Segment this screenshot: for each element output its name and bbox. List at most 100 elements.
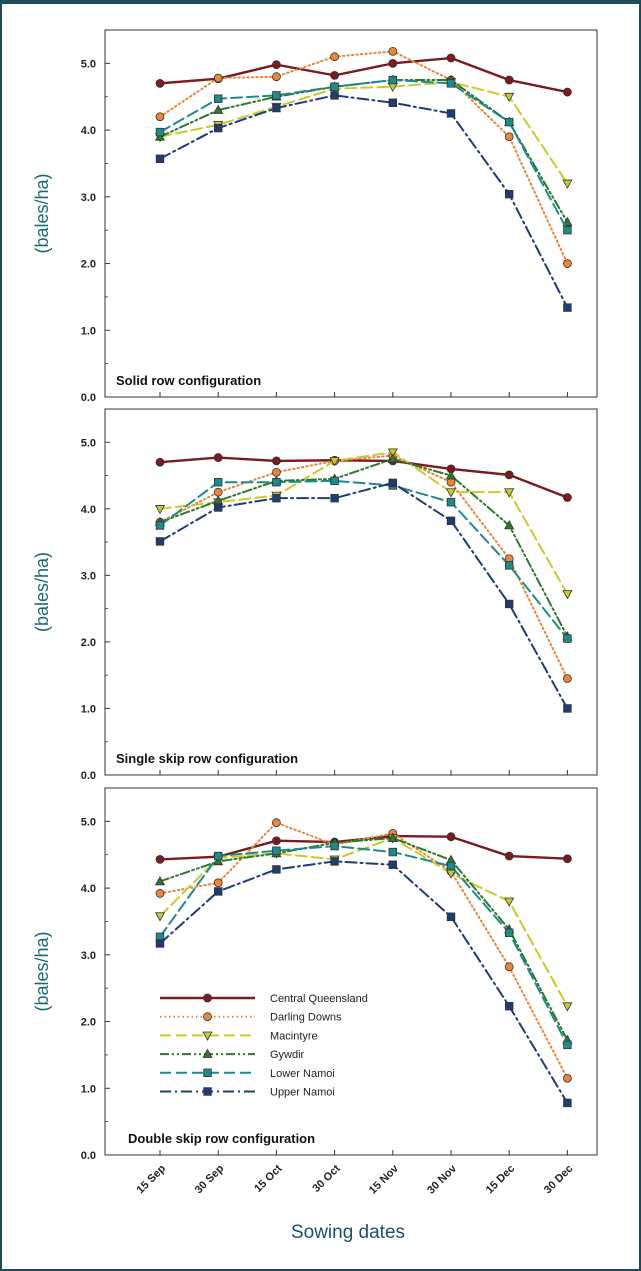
data-point [504, 92, 515, 103]
y-tick-label: 3.0 [81, 570, 96, 582]
data-point [213, 487, 223, 497]
data-point [446, 516, 456, 525]
series-line [159, 821, 569, 1080]
series-upper-namoi [155, 857, 572, 1108]
data-point [562, 179, 573, 189]
data-point [272, 91, 281, 100]
data-point [155, 889, 165, 898]
data-point [155, 521, 165, 530]
series-line [159, 837, 569, 1042]
data-point [504, 962, 514, 972]
y-tick-label: 5.0 [81, 58, 96, 70]
data-point [387, 453, 398, 463]
y-tick-label: 3.0 [81, 950, 96, 962]
data-point [562, 1002, 573, 1012]
legend-label: Macintyre [270, 1030, 318, 1042]
data-point [563, 1073, 572, 1083]
series-lower-namoi [155, 75, 572, 235]
data-point [213, 855, 224, 866]
data-point [329, 457, 340, 467]
data-point [562, 216, 573, 226]
legend-item-upper-namoi: Upper Namoi [160, 1087, 335, 1099]
data-point [446, 861, 456, 871]
data-point [504, 132, 514, 142]
data-point [388, 847, 397, 857]
series-lower-namoi [155, 841, 572, 1050]
data-point [330, 52, 340, 62]
series-line [159, 94, 569, 309]
x-tick-label: 15 Oct [252, 1162, 285, 1195]
data-point [563, 225, 572, 235]
series-line [159, 451, 569, 595]
legend-item-gywdir: Gywdir [160, 1048, 305, 1061]
data-point [330, 841, 339, 851]
data-point [446, 79, 456, 88]
data-point [213, 73, 223, 83]
y-axis-label: (bales/ha) [32, 552, 52, 632]
data-point [330, 82, 339, 91]
panel-title: Single skip row configuration [116, 751, 298, 766]
data-point [387, 448, 398, 458]
data-point [155, 854, 165, 864]
series-line [159, 454, 569, 680]
data-point [213, 878, 223, 888]
data-point [563, 854, 572, 864]
x-tick-label: 15 Dec [484, 1163, 518, 1197]
x-axis-label: Sowing dates [291, 1222, 405, 1243]
data-point [563, 303, 572, 312]
data-point [271, 60, 281, 70]
legend-label: Central Queensland [270, 993, 368, 1005]
data-point [155, 939, 165, 948]
panel-double-skip-row-configuration: 0.0 1.0 2.0 3.0 4.0 5.0 (bales/ha) Double skip … [32, 787, 598, 1197]
panel-title: Double skip row configuration [128, 1131, 315, 1146]
data-point [271, 818, 281, 828]
legend-label: Upper Namoi [270, 1087, 335, 1099]
data-point [213, 123, 223, 133]
y-tick-label: 5.0 [81, 437, 96, 449]
data-point [271, 456, 281, 466]
data-point [213, 503, 223, 512]
data-point [504, 520, 515, 530]
x-tick-label: 15 Nov [367, 1162, 402, 1197]
data-point [213, 477, 223, 487]
data-point [388, 860, 397, 869]
data-point [563, 1040, 572, 1050]
y-tick-label: 0.0 [81, 770, 96, 782]
legend-marker [202, 1031, 213, 1041]
y-tick-label: 2.0 [81, 259, 96, 271]
y-tick-label: 0.0 [81, 392, 96, 404]
data-point [155, 537, 165, 546]
series-line [159, 845, 569, 1046]
data-point [388, 75, 397, 85]
panel-title: Solid row configuration [116, 373, 261, 388]
legend-marker [203, 1012, 212, 1022]
data-point [446, 109, 456, 118]
data-point [446, 53, 456, 63]
data-point [330, 476, 339, 486]
series-line [159, 81, 569, 185]
data-point [388, 478, 397, 488]
data-point [563, 259, 572, 268]
data-point [504, 928, 514, 937]
data-point [387, 832, 398, 842]
data-point [504, 75, 514, 85]
data-point [213, 851, 223, 861]
data-point [504, 488, 515, 498]
data-point [272, 103, 281, 113]
data-point [272, 846, 281, 855]
legend-marker [203, 993, 212, 1003]
y-tick-label: 4.0 [81, 883, 96, 895]
data-point [562, 590, 573, 600]
data-point [155, 127, 165, 137]
plot-frame [104, 408, 598, 776]
data-point [563, 87, 572, 97]
data-point [213, 94, 223, 103]
legend-item-central-queensland: Central Queensland [160, 993, 368, 1005]
series-line [158, 456, 569, 499]
data-point [563, 634, 572, 643]
data-point [504, 1001, 514, 1011]
legend-marker [203, 1087, 212, 1096]
x-tick-label: 30 Sep [193, 1162, 227, 1196]
